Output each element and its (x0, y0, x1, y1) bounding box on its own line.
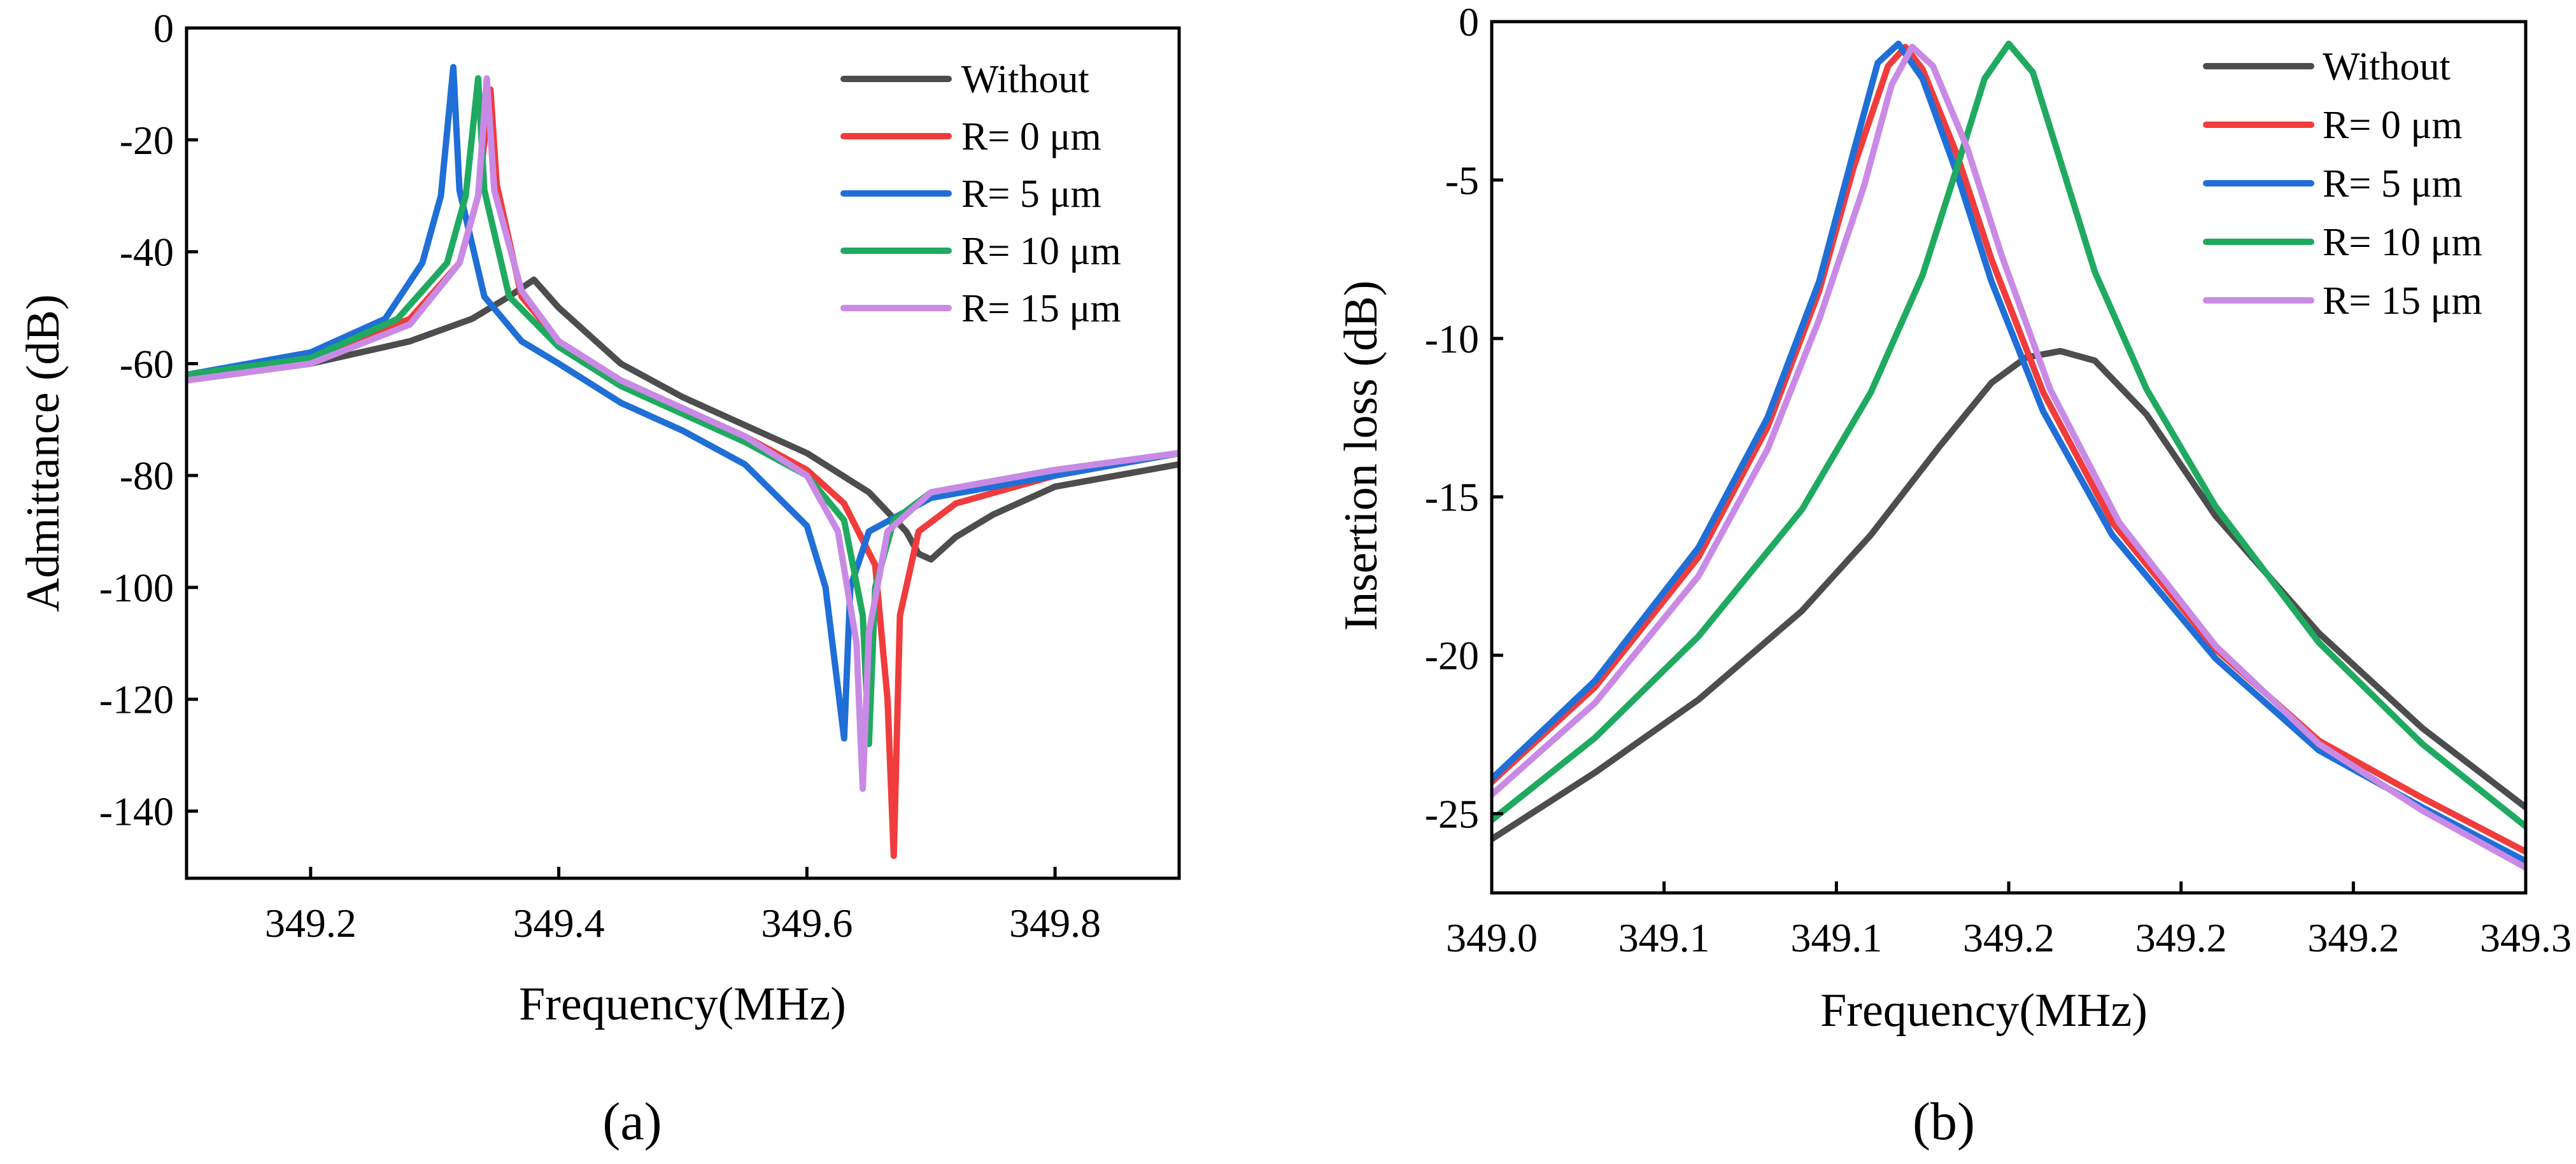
panel-b-x-axis-title: Frequency(MHz) (1820, 985, 2148, 1037)
panel-b-y-tick-label: -10 (1425, 316, 1479, 361)
panel-a-legend-label-r15: R= 15 μm (961, 287, 1121, 330)
panel-b-legend: Without R= 0 μm R= 5 μm R= 10 μm R= 15 μm (2203, 45, 2482, 323)
panel-a-series-r5 (187, 64, 1179, 742)
panel-a-chart: 349.2 349.4 349.6 349.8 0 -20 -40 -60 -80 -100 -12… (17, 6, 1181, 1151)
panel-b-y-tick-label: -20 (1425, 633, 1479, 678)
panel-a-y-axis-title: Admittance (dB) (17, 294, 69, 612)
panel-a-series-r15 (187, 75, 1179, 792)
panel-a-y-tick-label: -120 (99, 677, 174, 722)
panel-b-series-r5 (1492, 40, 2526, 865)
panel-a-caption: (a) (602, 1092, 662, 1151)
panel-b-x-tick-label: 349.2 (2307, 915, 2399, 960)
panel-b-chart: 349.0 349.1 349.1 349.2 349.2 349.2 349.3 0 -5 -1… (1335, 0, 2572, 1151)
panel-b-x-tick-label: 349.3 (2480, 915, 2572, 960)
panel-b-x-tick-label: 349.0 (1446, 915, 1538, 960)
panel-a-legend: Without R= 0 μm R= 5 μm R= 10 μm R= 15 μm (840, 58, 1121, 330)
panel-b-plot-frame (1490, 20, 2528, 895)
panel-a-legend-label-r5: R= 5 μm (961, 172, 1101, 216)
panel-a-ticks: 349.2 349.4 349.6 349.8 0 -20 -40 -60 -80 -100 -12… (99, 6, 1101, 946)
panel-a-x-tick-label: 349.4 (513, 901, 605, 946)
panel-a-x-axis-title: Frequency(MHz) (519, 978, 846, 1030)
panel-a-legend-label-without: Without (961, 58, 1089, 101)
panel-b-legend-label-r10: R= 10 μm (2323, 221, 2482, 264)
panel-a-y-tick-label: 0 (153, 6, 174, 51)
panel-b-x-tick-label: 349.1 (1790, 915, 1882, 960)
panel-b-x-tick-label: 349.1 (1618, 915, 1710, 960)
panel-b-y-axis-title: Insertion loss (dB) (1335, 281, 1387, 631)
panel-a-y-tick-label: -20 (120, 118, 174, 163)
panel-a-x-tick-label: 349.2 (265, 901, 357, 946)
panel-a-legend-label-r0: R= 0 μm (961, 115, 1101, 158)
panel-b-caption: (b) (1913, 1092, 1975, 1151)
panel-b-x-tick-label: 349.2 (2135, 915, 2227, 960)
panel-b-legend-label-r0: R= 0 μm (2323, 104, 2463, 147)
panel-b-series-r10 (1492, 40, 2526, 830)
panel-a-y-tick-label: -60 (120, 341, 174, 386)
panel-a-x-tick-label: 349.6 (761, 901, 853, 946)
panel-a-y-tick-label: -40 (120, 230, 174, 275)
panel-a-series-without (187, 276, 1179, 563)
panel-b-legend-label-r15: R= 15 μm (2323, 279, 2482, 323)
panel-a-y-tick-label: -140 (99, 789, 174, 834)
panel-b-legend-label-r5: R= 5 μm (2323, 162, 2463, 206)
panel-b-y-tick-label: -5 (1445, 158, 1479, 203)
panel-a-x-tick-label: 349.8 (1009, 901, 1101, 946)
panel-a-y-tick-label: -100 (99, 565, 174, 610)
panel-a-y-tick-label: -80 (120, 453, 174, 498)
panel-b-legend-label-without: Without (2323, 45, 2451, 88)
panel-a-plot-frame (185, 26, 1181, 880)
panel-b-series-r15 (1492, 43, 2526, 871)
panel-a-legend-label-r10: R= 10 μm (961, 230, 1121, 273)
panel-b-series-group (1492, 40, 2526, 871)
panel-b-y-tick-label: -25 (1425, 792, 1479, 837)
panel-b-x-tick-label: 349.2 (1963, 915, 2055, 960)
panel-b-ticks: 349.0 349.1 349.1 349.2 349.2 349.2 349.3 0 -5 -1… (1425, 0, 2572, 960)
panel-b-y-tick-label: 0 (1459, 0, 1479, 45)
panel-b-y-tick-label: -15 (1425, 475, 1479, 520)
panel-a-series-group (187, 64, 1179, 859)
